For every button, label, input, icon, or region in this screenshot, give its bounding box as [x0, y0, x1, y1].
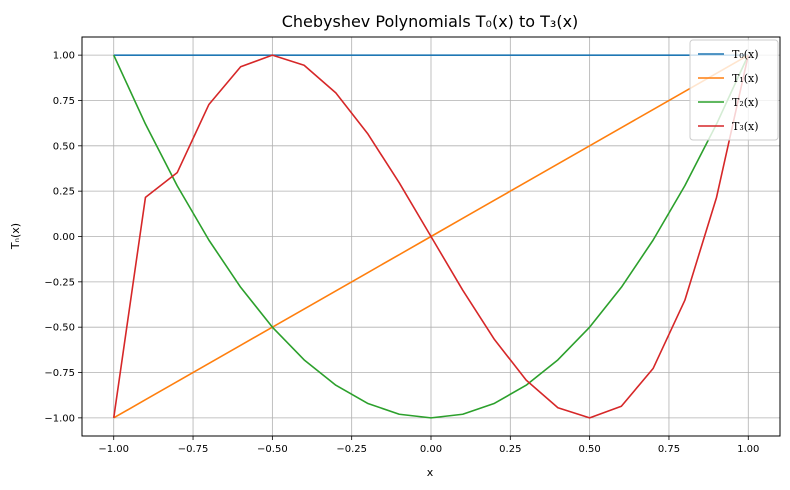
x-tick-label: 0.00 [420, 444, 442, 455]
y-tick-label: −1.00 [44, 413, 75, 424]
legend: T₀(x) T₁(x) T₂(x) T₃(x) [689, 39, 779, 141]
y-tick-label: 0.75 [53, 96, 75, 107]
x-tick-label: −0.50 [257, 444, 288, 455]
x-tick-label: −0.25 [336, 444, 367, 455]
x-tick-label: 0.75 [658, 444, 680, 455]
y-tick-label: −0.50 [44, 323, 75, 334]
y-tick-label: 0.25 [53, 187, 75, 198]
x-tick-label: 0.50 [579, 444, 601, 455]
y-axis-label: Tₙ(x) [9, 223, 22, 250]
legend-label: T₀(x) [732, 48, 759, 61]
x-tick-label: −1.00 [98, 444, 129, 455]
legend-label: T₂(x) [732, 96, 759, 109]
series-lines [112, 54, 750, 419]
y-axis-ticks: −1.00 −0.75 −0.50 −0.25 0.00 0.25 0.50 0.75 1.00 [44, 51, 82, 424]
y-tick-label: −0.25 [44, 277, 75, 288]
x-axis-ticks: −1.00 −0.75 −0.50 −0.25 0.00 0.25 0.50 0.75 1.00 [98, 436, 759, 455]
x-tick-label: −0.75 [178, 444, 209, 455]
series-line-t3 [112, 54, 750, 419]
series-line-t2 [113, 54, 749, 419]
y-tick-label: 1.00 [53, 51, 75, 62]
legend-box [689, 39, 779, 141]
chart-title: Chebyshev Polynomials T₀(x) to T₃(x) [282, 12, 579, 31]
x-axis-label: x [427, 466, 434, 479]
legend-label: T₃(x) [732, 120, 759, 133]
y-tick-label: −0.75 [44, 368, 75, 379]
legend-label: T₁(x) [732, 72, 759, 85]
x-tick-label: 1.00 [737, 444, 759, 455]
y-tick-label: 0.50 [53, 141, 75, 152]
y-tick-label: 0.00 [53, 232, 75, 243]
x-tick-label: 0.25 [499, 444, 521, 455]
